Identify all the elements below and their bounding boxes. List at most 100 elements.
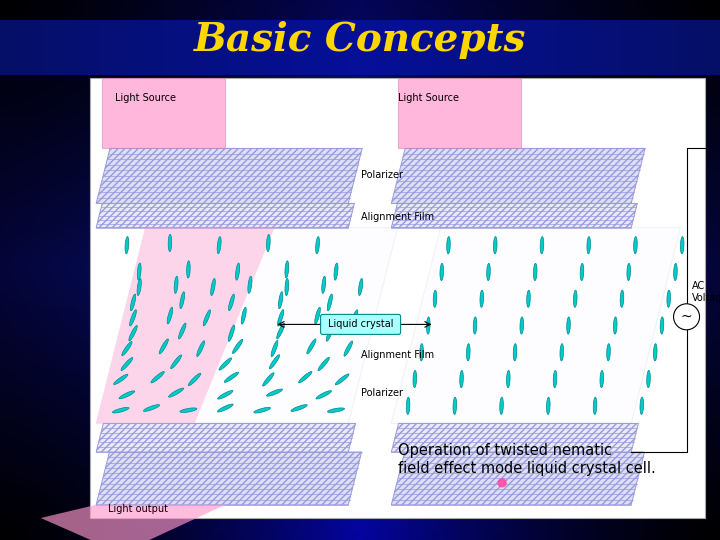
- Ellipse shape: [328, 294, 333, 311]
- Text: Liquid crystal: Liquid crystal: [328, 319, 393, 329]
- Ellipse shape: [114, 374, 128, 384]
- Polygon shape: [41, 505, 225, 540]
- Ellipse shape: [248, 276, 252, 293]
- Ellipse shape: [197, 341, 204, 356]
- Ellipse shape: [680, 237, 684, 254]
- Ellipse shape: [467, 343, 470, 361]
- Ellipse shape: [634, 237, 637, 254]
- Polygon shape: [392, 423, 639, 452]
- Ellipse shape: [315, 237, 320, 254]
- Ellipse shape: [254, 407, 271, 413]
- Ellipse shape: [285, 279, 289, 295]
- Ellipse shape: [279, 292, 283, 309]
- Ellipse shape: [211, 279, 215, 295]
- Ellipse shape: [487, 264, 490, 281]
- Ellipse shape: [129, 326, 138, 341]
- Polygon shape: [392, 204, 637, 227]
- Text: field effect mode liquid crystal cell.: field effect mode liquid crystal cell.: [397, 461, 655, 476]
- Ellipse shape: [151, 372, 164, 383]
- Ellipse shape: [130, 294, 136, 310]
- Ellipse shape: [647, 370, 650, 388]
- Polygon shape: [392, 227, 680, 423]
- Ellipse shape: [285, 261, 289, 278]
- Ellipse shape: [130, 309, 136, 326]
- Ellipse shape: [328, 408, 344, 413]
- Polygon shape: [96, 227, 274, 423]
- Polygon shape: [96, 148, 362, 204]
- Text: Alignment Film: Alignment Film: [361, 212, 433, 221]
- Ellipse shape: [180, 408, 197, 413]
- Ellipse shape: [125, 237, 129, 254]
- Ellipse shape: [307, 339, 316, 354]
- Polygon shape: [90, 78, 705, 518]
- Ellipse shape: [406, 397, 410, 414]
- Ellipse shape: [217, 404, 233, 412]
- Ellipse shape: [316, 390, 331, 399]
- Ellipse shape: [553, 370, 557, 388]
- Ellipse shape: [506, 370, 510, 388]
- Ellipse shape: [359, 279, 363, 295]
- Ellipse shape: [171, 355, 181, 369]
- Ellipse shape: [513, 343, 517, 361]
- FancyBboxPatch shape: [320, 314, 400, 334]
- Ellipse shape: [271, 341, 278, 357]
- Ellipse shape: [336, 374, 349, 385]
- Text: Polarizer: Polarizer: [361, 388, 402, 397]
- Ellipse shape: [266, 389, 282, 396]
- Ellipse shape: [426, 317, 430, 334]
- Ellipse shape: [654, 343, 657, 361]
- Ellipse shape: [276, 323, 284, 339]
- Ellipse shape: [322, 276, 325, 293]
- Text: AC
Voltage: AC Voltage: [691, 281, 720, 302]
- Ellipse shape: [179, 323, 186, 339]
- Polygon shape: [96, 204, 354, 227]
- Ellipse shape: [228, 294, 235, 310]
- Ellipse shape: [143, 404, 160, 411]
- Ellipse shape: [500, 397, 503, 414]
- Polygon shape: [102, 78, 225, 148]
- Ellipse shape: [263, 373, 274, 386]
- Ellipse shape: [186, 261, 190, 278]
- Ellipse shape: [167, 307, 173, 324]
- Ellipse shape: [112, 407, 129, 413]
- Ellipse shape: [420, 343, 423, 361]
- Ellipse shape: [493, 237, 497, 254]
- Ellipse shape: [344, 341, 353, 356]
- Ellipse shape: [573, 290, 577, 307]
- Ellipse shape: [266, 234, 270, 252]
- Text: Light output: Light output: [109, 504, 168, 514]
- Ellipse shape: [587, 237, 590, 254]
- Ellipse shape: [473, 317, 477, 334]
- Ellipse shape: [580, 264, 584, 281]
- Text: Operation of twisted nematic: Operation of twisted nematic: [397, 443, 611, 458]
- Ellipse shape: [122, 341, 132, 356]
- Ellipse shape: [121, 357, 132, 370]
- Ellipse shape: [217, 237, 221, 254]
- Ellipse shape: [180, 292, 184, 309]
- Ellipse shape: [269, 355, 279, 369]
- Polygon shape: [96, 423, 356, 452]
- Ellipse shape: [480, 290, 484, 307]
- Ellipse shape: [233, 339, 243, 354]
- Polygon shape: [397, 78, 521, 148]
- Ellipse shape: [334, 263, 338, 280]
- Ellipse shape: [613, 317, 617, 334]
- Text: Light Source: Light Source: [114, 93, 176, 103]
- Ellipse shape: [326, 325, 333, 341]
- Ellipse shape: [168, 234, 171, 252]
- Polygon shape: [392, 148, 645, 204]
- Ellipse shape: [217, 390, 233, 399]
- Ellipse shape: [660, 317, 664, 334]
- Ellipse shape: [567, 317, 570, 334]
- Ellipse shape: [607, 343, 611, 361]
- Ellipse shape: [520, 317, 523, 334]
- Ellipse shape: [433, 290, 437, 307]
- Polygon shape: [96, 227, 397, 423]
- Ellipse shape: [119, 391, 135, 399]
- Text: Light Source: Light Source: [397, 93, 459, 103]
- Ellipse shape: [189, 373, 201, 386]
- Ellipse shape: [546, 397, 550, 414]
- Ellipse shape: [446, 237, 450, 254]
- Ellipse shape: [219, 358, 232, 370]
- Ellipse shape: [159, 339, 168, 354]
